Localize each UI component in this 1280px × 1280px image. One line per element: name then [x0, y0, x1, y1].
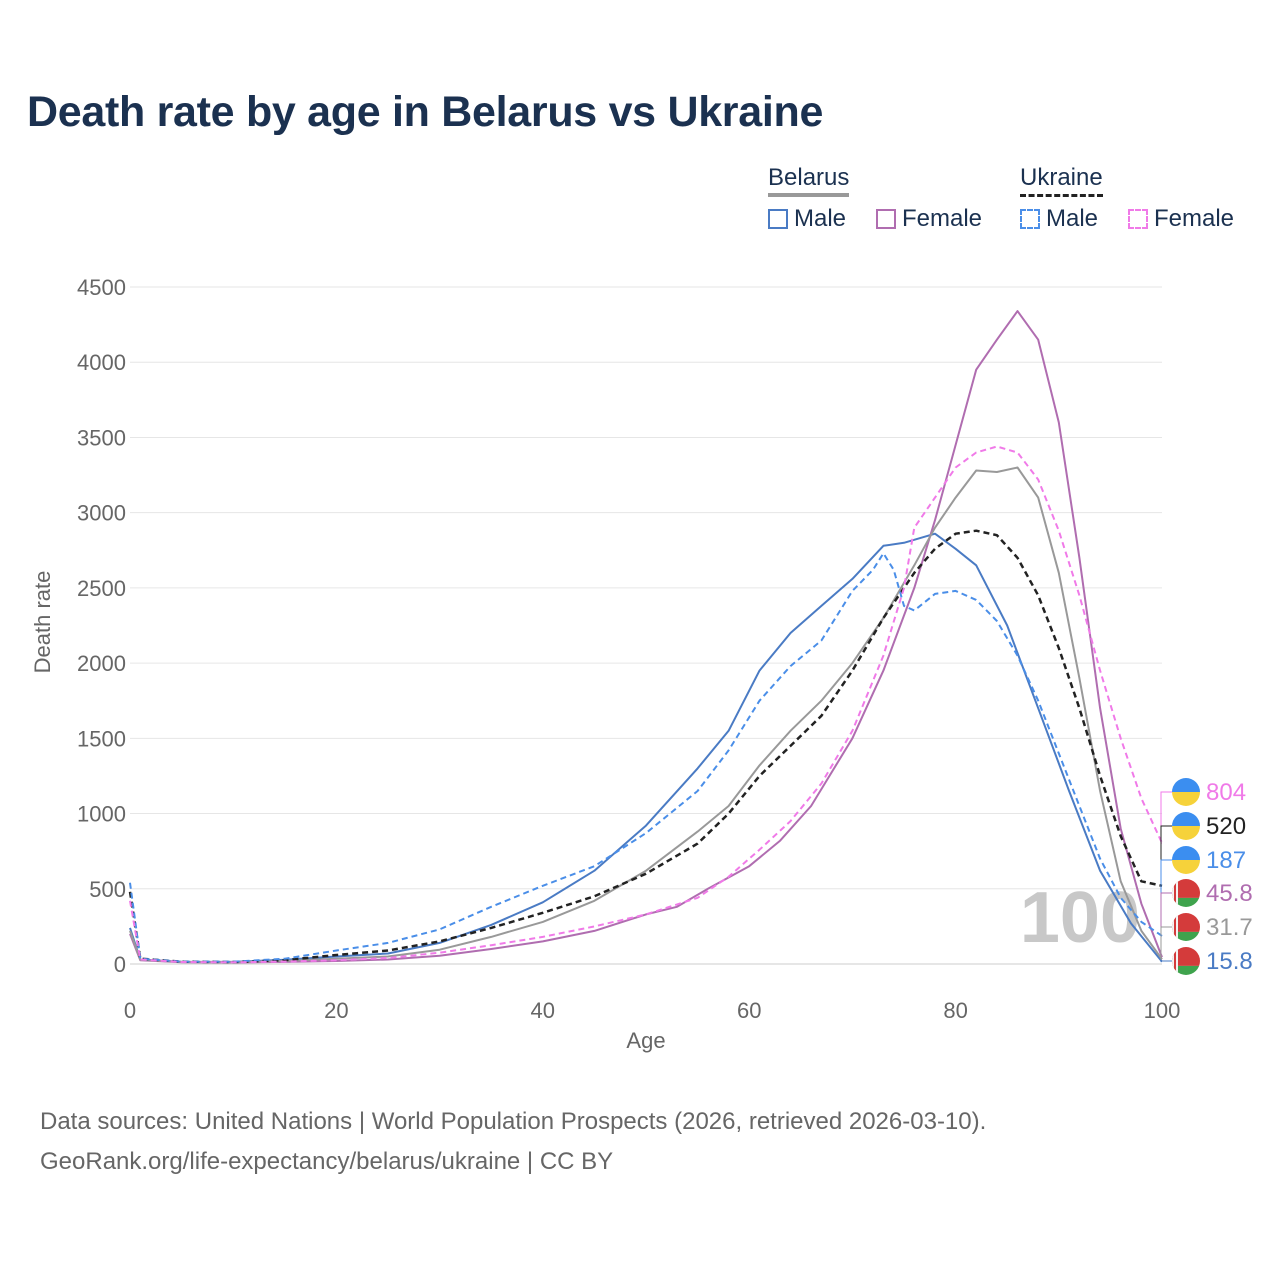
series-line-belarus-total [129, 466, 1163, 964]
y-tick-label: 500 [89, 877, 126, 902]
legend-swatch-ukraine-male [1020, 209, 1040, 229]
legend-swatch-belarus-male [768, 209, 788, 229]
end-value-label: 520 [1206, 813, 1246, 840]
legend-label-belarus-female: Female [902, 205, 983, 232]
y-tick-label: 1000 [77, 802, 126, 827]
flag-belarus-icon [1172, 947, 1200, 975]
end-value-label: 804 [1206, 779, 1246, 806]
legend-group-belarus: Belarus [768, 164, 850, 197]
end-label-connector [1160, 825, 1172, 887]
y-axis-label: Death rate [30, 571, 55, 674]
x-tick-label: 80 [943, 998, 967, 1023]
y-tick-label: 1500 [77, 726, 126, 751]
end-label-connector [1160, 791, 1172, 844]
x-tick-label: 60 [737, 998, 761, 1023]
y-tick-label: 3500 [77, 425, 126, 450]
footer-source: Data sources: United Nations | World Pop… [40, 1108, 987, 1135]
flag-ukraine-icon [1172, 778, 1200, 806]
footer-url: GeoRank.org/life-expectancy/belarus/ukra… [40, 1148, 614, 1175]
legend-swatch-belarus-female [876, 209, 896, 229]
legend-item-belarus-male[interactable]: Male [768, 205, 846, 233]
legend-label-ukraine-female: Female [1154, 205, 1235, 232]
series-line-ukraine-male [129, 552, 1163, 963]
x-tick-label: 100 [1144, 998, 1181, 1023]
x-tick-label: 20 [324, 998, 348, 1023]
legend-label-belarus-male: Male [794, 205, 847, 232]
flag-belarus-icon [1172, 879, 1200, 907]
x-tick-label: 40 [531, 998, 555, 1023]
flag-ukraine-icon [1172, 812, 1200, 840]
flag-ukraine-icon [1172, 846, 1200, 874]
legend-item-ukraine-female[interactable]: Female [1128, 205, 1234, 233]
legend-group-belarus-line [768, 193, 850, 197]
end-value-label: 15.8 [1206, 948, 1253, 975]
legend-label-ukraine-male: Male [1046, 205, 1099, 232]
legend-swatch-ukraine-female [1128, 209, 1148, 229]
legend-group-ukraine: Ukraine [1020, 164, 1103, 197]
series-line-belarus-male [129, 532, 1163, 963]
end-label-connector [1160, 859, 1172, 937]
y-tick-label: 4500 [77, 275, 126, 300]
y-tick-label: 2500 [77, 576, 126, 601]
y-tick-label: 4000 [77, 350, 126, 375]
legend-group-belarus-label: Belarus [768, 164, 850, 191]
series-line-ukraine-female [129, 445, 1163, 964]
chart-title: Death rate by age in Belarus vs Ukraine [27, 88, 824, 136]
legend-group-ukraine-label: Ukraine [1020, 164, 1103, 191]
y-tick-label: 3000 [77, 501, 126, 526]
end-label-connector [1160, 960, 1172, 963]
legend-item-belarus-female[interactable]: Female [876, 205, 982, 233]
legend-group-ukraine-line [1020, 194, 1103, 197]
series-line-ukraine-total [128, 529, 1163, 964]
y-tick-label: 0 [114, 952, 126, 977]
end-label-connector [1160, 926, 1172, 960]
x-tick-label: 0 [124, 998, 136, 1023]
legend-item-ukraine-male[interactable]: Male [1020, 205, 1098, 233]
watermark-year: 100 [1020, 878, 1140, 958]
flag-belarus-icon [1172, 913, 1200, 941]
end-value-label: 187 [1206, 847, 1246, 874]
x-axis-label: Age [626, 1028, 665, 1053]
end-label-connector [1160, 892, 1172, 958]
y-tick-label: 2000 [77, 651, 126, 676]
end-value-label: 45.8 [1206, 880, 1253, 907]
end-value-label: 31.7 [1206, 914, 1253, 941]
